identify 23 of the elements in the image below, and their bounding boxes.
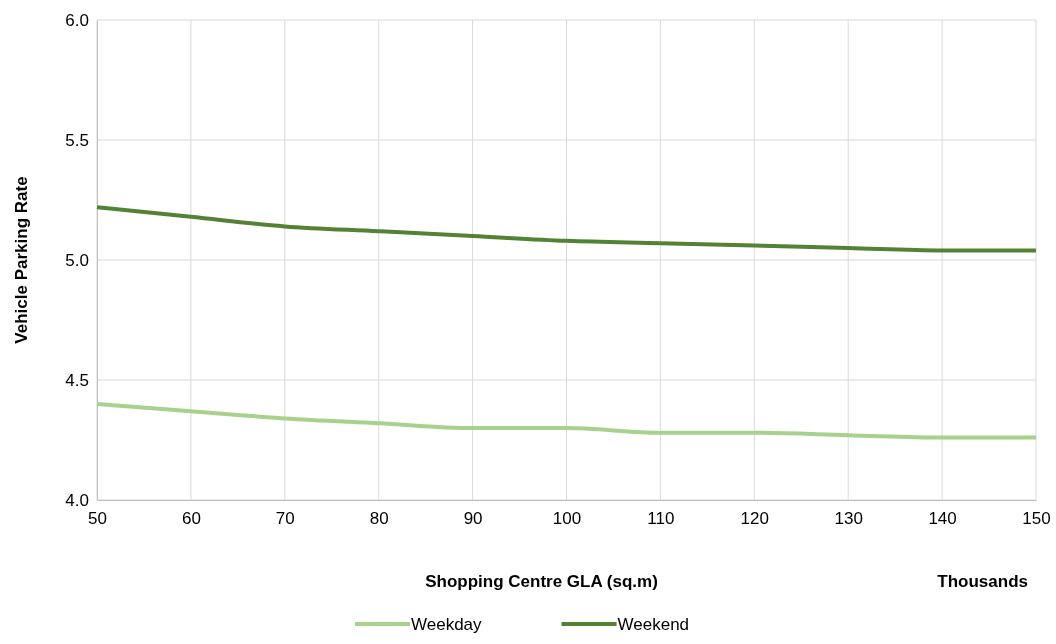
y-tick-label: 6.0 [65,10,89,30]
x-tick-label: 140 [928,509,957,529]
x-tick-label: 130 [834,509,863,529]
x-axis-title: Shopping Centre GLA (sq.m) [425,572,658,591]
line-series [95,402,1038,440]
x-tick-label: 120 [740,509,769,529]
x-tick-label: 90 [463,509,483,529]
line-series [95,205,1038,253]
legend-label: Weekday [411,615,483,634]
x-tick-label: 110 [647,509,675,529]
x-tick-label: 50 [88,509,107,529]
y-tick-label: 5.5 [65,130,89,150]
y-tick-label: 5.0 [65,250,89,270]
x-tick-label: 70 [275,509,295,529]
legend-label: Weekend [617,615,690,634]
text: Thousands [937,572,1028,591]
y-axis-title: Vehicle Parking Rate [12,176,31,344]
x-tick-label: 150 [1022,509,1051,529]
x-tick-label: 60 [181,509,201,529]
y-tick-label: 4.5 [65,370,89,390]
x-tick-label: 80 [369,509,389,529]
y-tick-label: 4.0 [65,490,89,510]
x-tick-label: 100 [552,509,582,529]
